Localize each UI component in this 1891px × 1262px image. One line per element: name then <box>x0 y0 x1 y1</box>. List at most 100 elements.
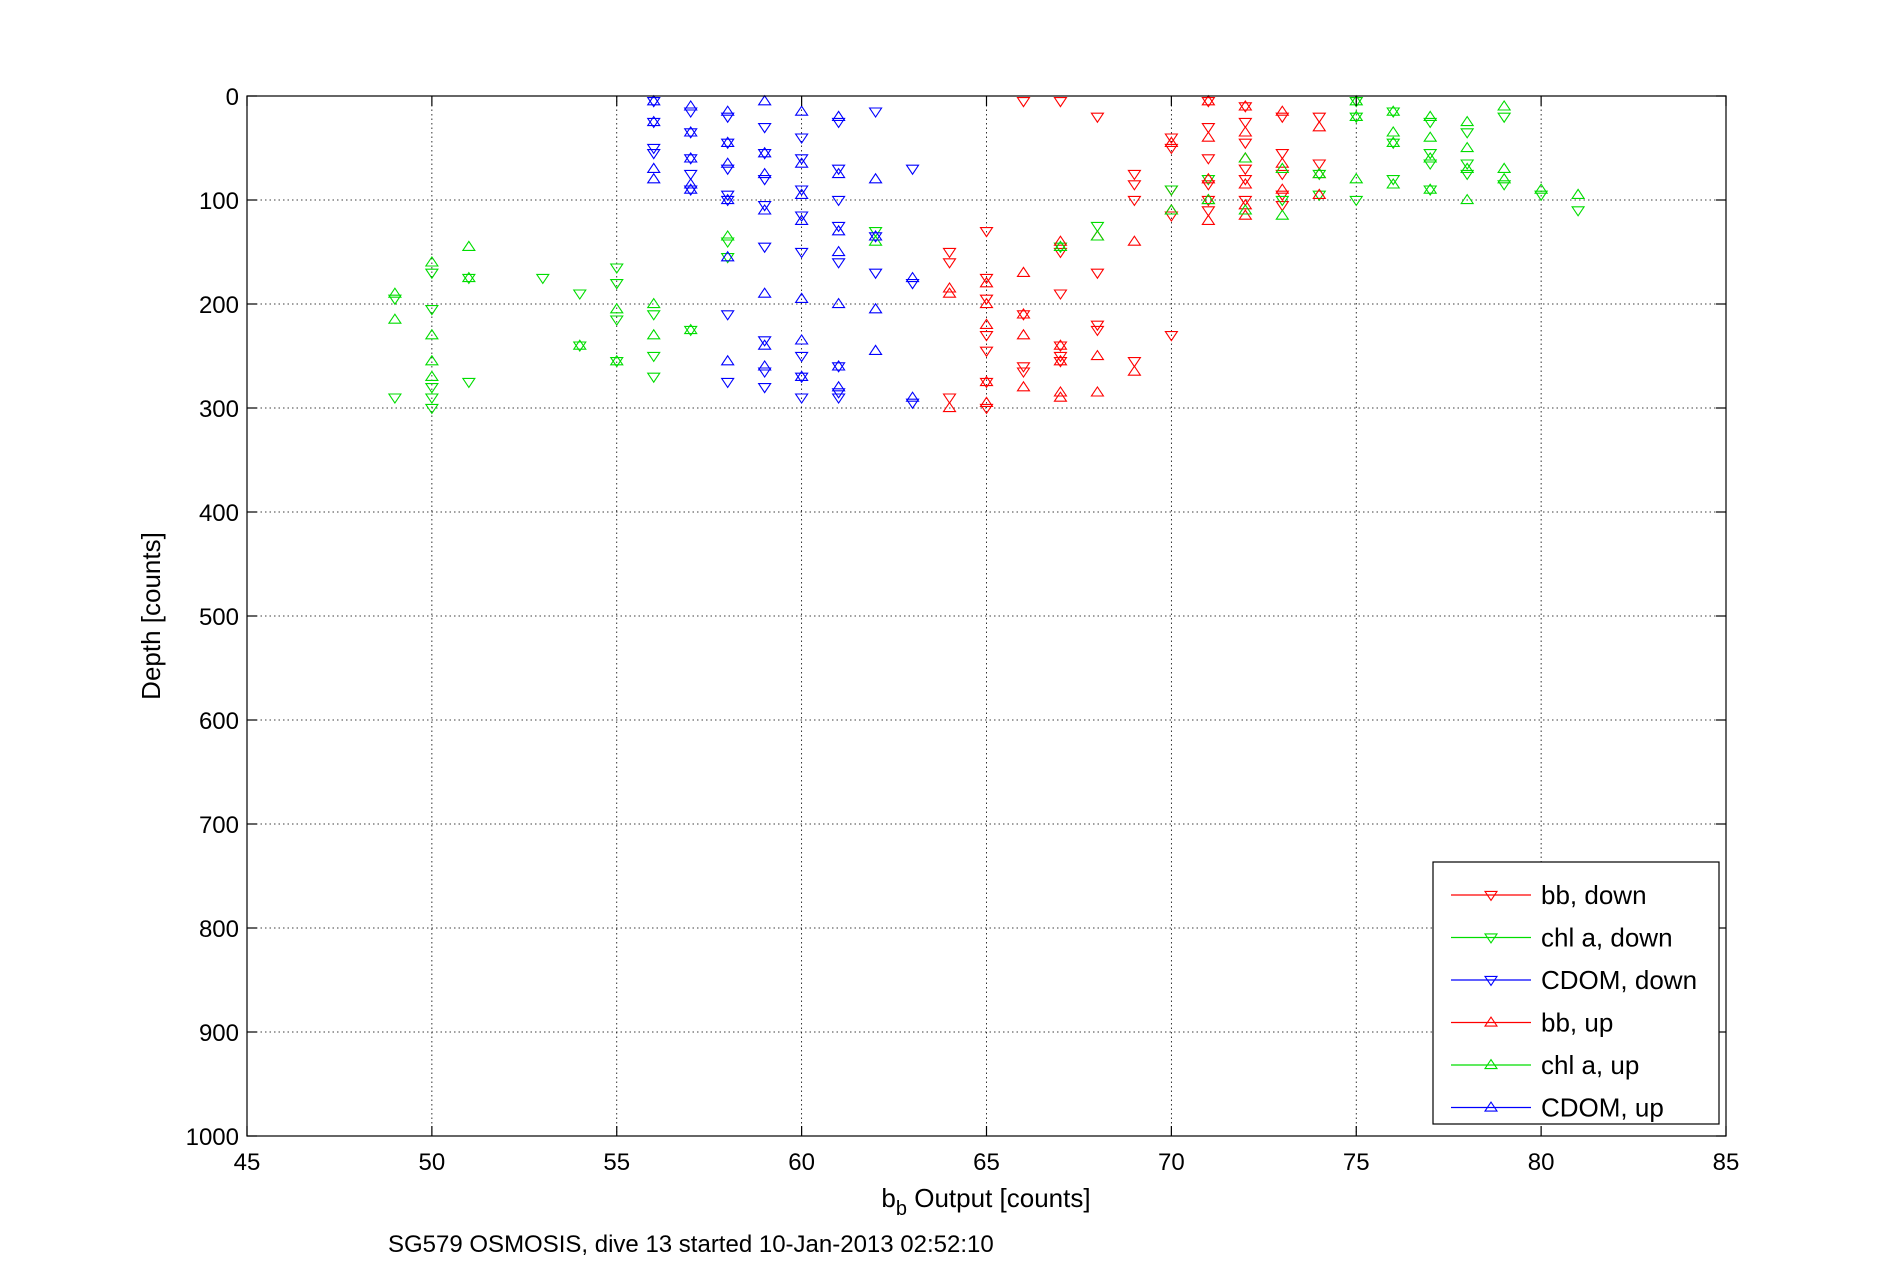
data-point <box>646 117 661 129</box>
axis-ticks <box>246 95 1727 1137</box>
y-tick-label: 700 <box>199 812 239 839</box>
legend-marker <box>1483 890 1499 902</box>
data-point <box>831 360 846 371</box>
data-point <box>979 318 994 329</box>
data-point <box>1460 193 1475 205</box>
series-1 <box>387 97 1586 415</box>
data-point <box>942 282 957 293</box>
data-point <box>1201 195 1216 207</box>
data-point <box>720 237 735 248</box>
data-point <box>646 162 661 173</box>
data-point <box>794 211 809 222</box>
data-point <box>1238 126 1253 137</box>
data-point <box>757 204 772 215</box>
data-point <box>979 346 994 358</box>
data-point <box>572 341 587 352</box>
data-point <box>720 157 735 168</box>
data-point <box>683 323 698 335</box>
data-point <box>1275 105 1290 116</box>
y-tick-label: 100 <box>199 188 239 215</box>
data-point <box>1053 235 1068 246</box>
data-point <box>1201 193 1216 205</box>
data-point <box>1127 357 1142 368</box>
data-point <box>609 315 624 326</box>
data-point <box>905 391 920 402</box>
legend-label: chl a, down <box>1541 923 1673 953</box>
data-point <box>1053 357 1068 368</box>
x-tick-label: 85 <box>1713 1149 1740 1176</box>
data-point <box>831 388 846 399</box>
data-point <box>424 370 439 381</box>
data-point <box>1201 175 1216 186</box>
data-point <box>831 224 846 236</box>
data-point <box>1016 97 1031 108</box>
data-point <box>1534 183 1549 194</box>
series-4 <box>387 94 1586 381</box>
data-point <box>1201 206 1216 217</box>
data-point <box>424 328 439 340</box>
data-point <box>979 273 994 285</box>
data-point <box>905 279 920 290</box>
data-point <box>1423 110 1438 121</box>
data-point <box>979 331 994 342</box>
data-point <box>757 123 772 134</box>
y-tick-label: 1000 <box>186 1124 239 1151</box>
data-point <box>1238 175 1253 186</box>
legend-marker <box>1483 1101 1499 1112</box>
data-point <box>1053 391 1068 402</box>
data-point <box>424 354 439 366</box>
data-point <box>794 334 809 345</box>
data-point <box>1497 172 1512 184</box>
x-tick-label: 50 <box>419 1149 446 1176</box>
data-point <box>572 339 587 350</box>
data-point <box>1312 167 1327 179</box>
legend: bb, down chl a, down CDOM, down bb, up chl a… <box>1432 861 1720 1125</box>
data-point <box>1386 178 1401 189</box>
data-point <box>794 351 809 363</box>
data-point <box>942 258 957 269</box>
data-point <box>757 94 772 106</box>
data-point <box>942 401 957 413</box>
data-point <box>1090 325 1105 337</box>
data-point <box>683 152 698 163</box>
data-point <box>646 172 661 184</box>
data-point <box>535 273 550 285</box>
legend-marker <box>1483 933 1499 944</box>
x-tick-label: 60 <box>788 1149 815 1176</box>
data-point <box>1275 149 1290 160</box>
data-point <box>1016 266 1031 277</box>
data-point <box>868 230 883 241</box>
figure-caption: SG579 OSMOSIS, dive 13 started 10-Jan-20… <box>388 1231 994 1258</box>
data-point <box>1386 126 1401 137</box>
data-point <box>794 133 809 144</box>
data-point <box>905 271 920 283</box>
data-point <box>646 149 661 160</box>
data-point <box>757 201 772 212</box>
x-tick-label: 45 <box>234 1149 261 1176</box>
data-point <box>1460 128 1475 139</box>
data-point <box>979 297 994 309</box>
data-point <box>1238 178 1253 189</box>
data-point <box>683 185 698 196</box>
data-point <box>646 115 661 127</box>
data-point <box>757 175 772 186</box>
data-point <box>905 398 920 410</box>
data-point <box>683 154 698 165</box>
data-point <box>683 183 698 194</box>
data-point <box>1238 117 1253 129</box>
data-point <box>1386 107 1401 118</box>
data-point <box>646 94 661 106</box>
legend-marker <box>1483 1016 1499 1027</box>
data-point <box>424 268 439 280</box>
data-point <box>868 232 883 243</box>
data-point <box>831 380 846 392</box>
data-point <box>387 313 402 324</box>
data-point <box>1164 185 1179 196</box>
data-point <box>1164 136 1179 147</box>
data-point <box>1164 211 1179 222</box>
data-point <box>1423 131 1438 142</box>
data-point <box>1349 112 1364 124</box>
data-point <box>720 250 735 262</box>
y-tick-label: 800 <box>199 916 239 943</box>
